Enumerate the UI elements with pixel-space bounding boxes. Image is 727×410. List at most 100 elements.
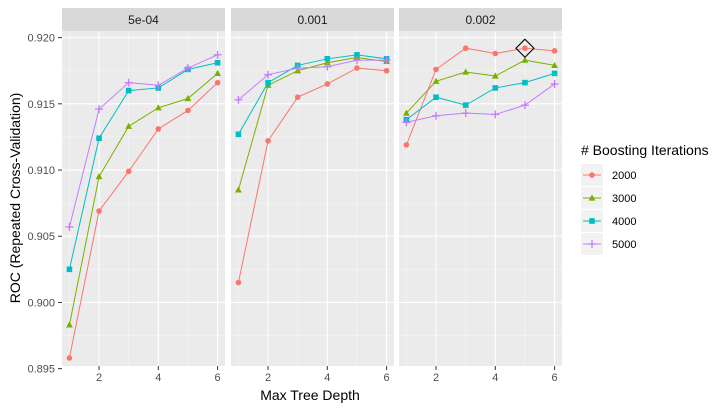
point-3000-2 [95,173,103,180]
legend: # Boosting Iterations 2000 3000 4000 5000 [581,142,709,255]
panel-strip-label-2: 0.002 [465,13,495,27]
x-axis-title: Max Tree Depth [260,387,360,403]
panel-strip-label-0: 5e-04 [128,13,159,27]
point-5000-1 [65,222,74,231]
point-5000-1 [234,95,243,104]
point-2000-1 [235,279,242,286]
point-3000-1 [66,321,73,328]
legend-item-4000: 4000 [581,210,636,232]
point-4000-1 [66,266,73,273]
point-5000-4 [323,62,332,71]
point-4000-1 [235,131,242,138]
panels: 5e-04 2 4 6 0.001 2 4 6 0.002 2 4 6 [62,8,562,384]
point-2000-4 [155,126,162,132]
series-5000-panel-2 [402,79,559,127]
y-tick-label-0: 0.895 [27,364,55,376]
y-tick-label-1: 0.900 [27,297,55,309]
point-3000-5 [184,94,192,102]
y-tick-label-2: 0.905 [27,231,55,243]
point-2000-3 [294,94,301,101]
point-5000-6 [550,79,559,88]
panel-strip-2 [399,8,562,31]
point-2000-3 [125,168,132,175]
point-2000-5 [354,65,360,71]
point-4000-3 [462,102,469,108]
series-line-3000 [406,59,555,114]
point-3000-3 [462,68,470,75]
point-3000-4 [491,72,499,79]
point-4000-2 [96,135,102,142]
legend-marker-3000 [588,194,596,201]
panel-strip-0 [62,8,225,31]
series-2000-panel-2 [403,45,558,148]
point-3000-6 [551,61,558,69]
point-4000-6 [214,59,221,66]
point-2000-6 [383,67,390,74]
panel-background-0 [62,31,225,366]
point-4000-3 [125,87,132,94]
series-line-4000 [237,54,387,135]
series-line-4000 [68,62,218,270]
point-2000-4 [492,50,499,57]
point-2000-4 [324,81,331,87]
point-5000-6 [213,50,222,59]
legend-marker-2000 [589,172,595,178]
y-tick-label-4: 0.915 [27,99,55,111]
x-tick-label-1-2: 6 [384,372,390,384]
x-tick-label-2-0: 2 [433,372,439,384]
series-3000-panel-0 [66,69,221,328]
x-tick-label-0-1: 4 [155,372,161,384]
point-3000-3 [125,122,133,129]
point-3000-1 [235,186,242,193]
legend-marker-5000 [588,240,596,248]
legend-label-4000: 4000 [612,216,636,228]
point-5000-2 [264,70,273,79]
panel-strip-label-1: 0.001 [297,13,327,27]
point-3000-4 [323,59,331,66]
point-4000-5 [522,79,528,86]
point-2000-5 [185,107,191,114]
point-2000-2 [265,138,271,144]
series-line-2000 [405,47,555,146]
x-tick-label-1-0: 2 [265,372,271,384]
series-line-5000 [238,59,387,101]
point-2000-6 [551,48,558,54]
point-2000-6 [214,79,221,86]
series-5000-panel-0 [65,50,222,231]
point-3000-2 [432,77,440,84]
point-5000-4 [491,110,500,119]
y-axis-title: ROC (Repeated Cross-Validation) [7,93,23,304]
point-4000-4 [324,56,331,62]
series-line-3000 [237,56,387,191]
point-5000-5 [352,56,361,65]
point-3000-1 [403,109,410,116]
point-4000-6 [551,70,558,77]
point-5000-5 [520,101,529,110]
point-2000-1 [66,355,73,361]
panel-0: 5e-04 2 4 6 [62,8,225,384]
y-tick-label-3: 0.910 [27,165,55,177]
x-tick-label-0-2: 6 [215,372,221,384]
point-4000-2 [265,79,271,86]
series-line-4000 [406,72,555,121]
legend-item-5000: 5000 [581,233,636,255]
x-tick-label-1-1: 4 [324,372,330,384]
point-3000-6 [214,69,221,76]
legend-item-3000: 3000 [581,187,636,209]
series-line-5000 [68,54,218,228]
panel-background-1 [231,31,394,366]
point-4000-4 [492,85,499,91]
y-axis: 0.895 0.900 0.905 0.910 0.915 0.920 [27,33,62,376]
point-4000-5 [354,52,360,58]
series-2000-panel-0 [66,79,221,361]
x-tick-label-0-0: 2 [96,372,102,384]
point-5000-3 [461,109,470,118]
series-line-2000 [237,67,387,283]
legend-marker-4000 [589,218,595,224]
series-line-5000 [406,83,555,123]
point-2000-2 [433,66,439,73]
legend-item-2000: 2000 [581,164,636,186]
point-5000-3 [293,64,302,73]
point-2000-1 [403,142,410,148]
